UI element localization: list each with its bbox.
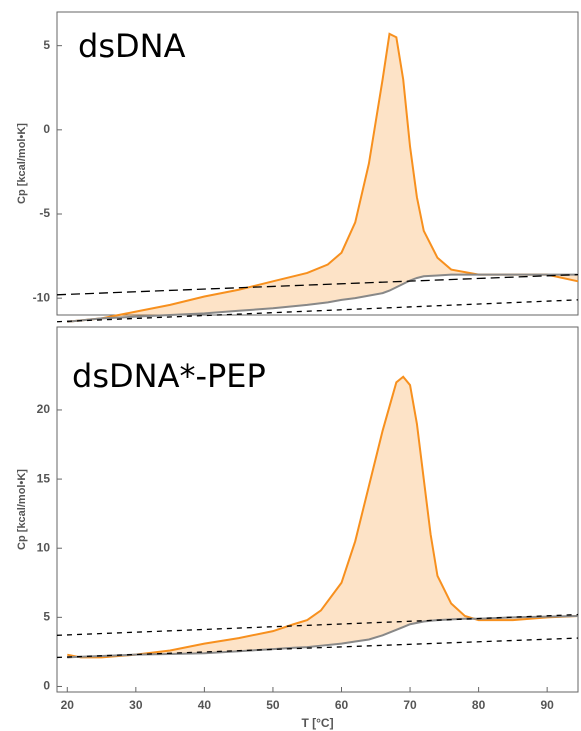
data-line: [67, 32, 579, 323]
panel-label: dsDNA: [78, 27, 186, 65]
data-line: [67, 375, 579, 659]
y-tick-label: 0: [43, 122, 50, 136]
baseline-dashed: [56, 637, 579, 659]
y-tick-label: -10: [33, 290, 51, 304]
baseline-dashed: [56, 613, 579, 636]
plot-frame: [56, 11, 579, 316]
y-tick-label: 10: [37, 540, 51, 554]
x-tick-label: 90: [540, 698, 554, 712]
baseline-dashed: [56, 299, 579, 323]
y-tick-label: 0: [43, 679, 50, 693]
x-tick-label: 50: [266, 698, 280, 712]
panel-label: dsDNA*-PEP: [72, 357, 266, 395]
y-axis-title: Cp [kcal/mol•K]: [16, 123, 28, 204]
y-tick-label: 5: [43, 38, 50, 52]
y-tick-label: -5: [39, 206, 50, 220]
baseline-dashed: [56, 273, 579, 296]
y-tick-label: 20: [37, 402, 51, 416]
x-tick-label: 80: [472, 698, 486, 712]
x-tick-label: 40: [198, 698, 212, 712]
area-fill: [67, 33, 578, 322]
area-fill: [67, 376, 578, 658]
data-line: [67, 273, 578, 323]
y-tick-label: 5: [43, 610, 50, 624]
x-axis-title: T [°C]: [301, 716, 333, 730]
plot-frame: [56, 326, 579, 693]
x-tick-label: 60: [335, 698, 349, 712]
y-axis-title: Cp [kcal/mol•K]: [16, 469, 28, 550]
x-tick-label: 20: [61, 698, 75, 712]
x-tick-label: 30: [129, 698, 143, 712]
x-tick-label: 70: [403, 698, 417, 712]
y-tick-label: 15: [37, 471, 51, 485]
